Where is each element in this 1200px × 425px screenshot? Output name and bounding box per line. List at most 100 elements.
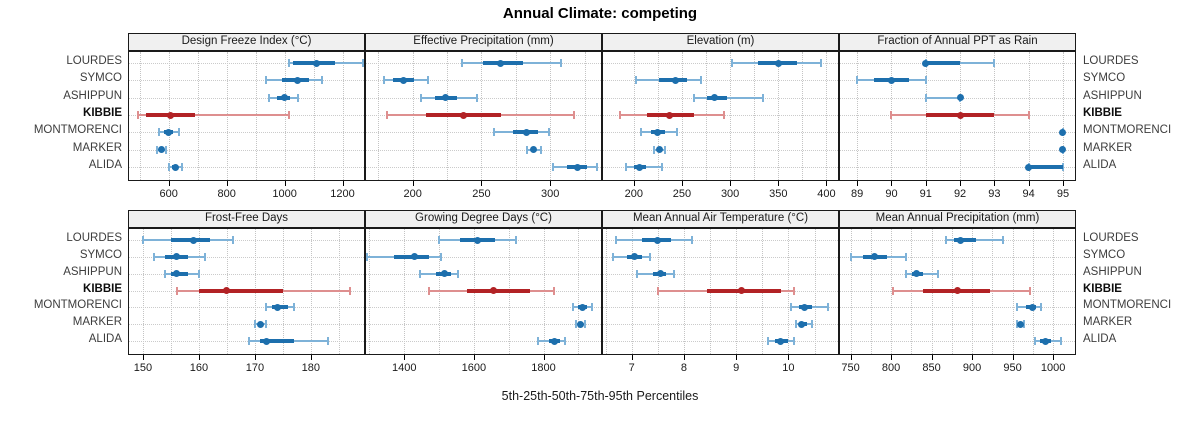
whisker-cap-high-montmorenci — [826, 303, 829, 312]
median-dot-marker — [1059, 146, 1067, 154]
station-label-right-ashippun: ASHIPPUN — [1083, 89, 1142, 102]
median-dot-montmorenci — [165, 128, 173, 136]
axis-tick-label: 1400 — [392, 362, 417, 374]
grid-line-vertical — [226, 52, 228, 180]
grid-line-horizontal — [366, 80, 601, 82]
grid-line-vertical — [631, 229, 633, 354]
grid-line-horizontal — [603, 240, 838, 241]
axis-tick-label: 8 — [680, 362, 687, 374]
station-label-right-alida: ALIDA — [1083, 159, 1117, 171]
axis-tick-mark — [931, 355, 933, 360]
grid-line-horizontal — [603, 167, 838, 168]
panel-header-mean-annual-air-temperature-c: Mean Annual Air Temperature (°C) — [602, 210, 839, 228]
median-dot-lourdes — [497, 59, 505, 67]
whisker-cap-high-symco — [904, 252, 907, 261]
station-label-left-alida: ALIDA — [88, 333, 122, 345]
station-label-right-montmorenci: MONTMORENCI — [1083, 124, 1172, 137]
whisker-cap-high-marker — [265, 320, 268, 329]
whisker-cap-high-alida — [595, 163, 598, 171]
axis-tick-mark — [891, 181, 893, 186]
whisker-cap-low-marker — [795, 320, 798, 329]
grid-line-vertical — [584, 52, 586, 180]
axis-tick-mark — [481, 181, 483, 186]
axis-tick-mark — [826, 181, 828, 186]
grid-line-horizontal — [129, 97, 364, 99]
whisker-cap-high-lourdes — [690, 236, 693, 244]
grid-line-horizontal — [603, 324, 838, 326]
median-dot-ashippun — [442, 94, 450, 102]
median-dot-marker — [1017, 320, 1025, 328]
grid-line-vertical — [683, 229, 685, 354]
panel-header-mean-annual-precipitation-mm: Mean Annual Precipitation (mm) — [839, 210, 1076, 228]
grid-line-vertical — [197, 52, 199, 180]
grid-line-vertical — [1062, 52, 1064, 180]
whisker-cap-low-kibbie — [891, 286, 894, 295]
station-label-right-symco: SYMCO — [1083, 72, 1126, 85]
whisker-cap-high-ashippun — [672, 269, 675, 278]
axis-tick-label: 89 — [851, 188, 864, 200]
axis-tick-label: 180 — [301, 362, 321, 374]
axis-tick-mark — [198, 355, 200, 360]
grid-line-vertical — [857, 52, 859, 180]
whisker-cap-low-lourdes — [141, 236, 144, 244]
axis-tick-label: 850 — [922, 362, 941, 374]
whisker-cap-low-alida — [766, 337, 769, 345]
grid-line-vertical — [310, 229, 312, 354]
median-dot-montmorenci — [523, 128, 531, 136]
grid-line-horizontal — [366, 324, 601, 326]
whisker-cap-low-marker — [156, 145, 159, 154]
figure-title: Annual Climate: competing — [502, 5, 698, 22]
grid-line-vertical — [543, 229, 545, 354]
axis-tick-label: 250 — [472, 188, 491, 200]
whisker-cap-low-montmorenci — [1015, 303, 1018, 312]
station-label-left-marker: MARKER — [72, 316, 122, 329]
median-dot-kibbie — [954, 287, 961, 294]
median-dot-ashippun — [656, 270, 664, 278]
grid-line-horizontal — [129, 240, 364, 241]
whisker-cap-high-lourdes — [993, 59, 996, 67]
axis-tick-mark — [633, 181, 635, 186]
axis-tick-label: 750 — [841, 362, 860, 374]
median-dot-lourdes — [922, 59, 930, 67]
median-dot-kibbie — [737, 287, 745, 294]
whisker-cap-high-ashippun — [296, 93, 299, 102]
whisker-cap-low-ashippun — [419, 93, 422, 102]
grid-line-horizontal — [603, 132, 838, 134]
whisker-cap-low-montmorenci — [265, 303, 268, 312]
grid-line-vertical — [439, 229, 441, 354]
grid-line-horizontal — [366, 132, 601, 134]
whisker-cap-low-ashippun — [693, 93, 696, 102]
iqr-segment-kibbie — [198, 288, 283, 293]
whisker-cap-high-alida — [660, 163, 663, 171]
station-label-left-lourdes: LOURDES — [66, 55, 122, 67]
axis-tick-mark — [1012, 355, 1014, 360]
axis-tick-mark — [1028, 181, 1030, 186]
iqr-segment-alida — [260, 339, 295, 343]
iqr-segment-lourdes — [954, 238, 977, 242]
grid-line-horizontal — [603, 273, 838, 275]
whisker-cap-high-marker — [539, 145, 542, 154]
median-dot-montmorenci — [273, 303, 281, 311]
whisker-cap-high-ashippun — [761, 93, 764, 102]
median-dot-symco — [411, 253, 419, 261]
grid-line-vertical — [342, 52, 344, 180]
axis-tick-mark — [342, 181, 344, 186]
station-label-left-symco: SYMCO — [79, 248, 122, 261]
grid-line-vertical — [814, 229, 816, 354]
grid-line-vertical — [911, 229, 913, 354]
whisker-cap-high-marker — [810, 320, 813, 329]
whisker-cap-high-kibbie — [723, 111, 726, 119]
grid-line-horizontal — [603, 80, 838, 82]
whisker-cap-high-montmorenci — [547, 128, 550, 137]
median-dot-lourdes — [774, 59, 782, 67]
panel-plot-effective-precipitation-mm — [365, 51, 602, 181]
median-dot-alida — [262, 337, 270, 345]
axis-tick-label: 200 — [624, 188, 643, 200]
whisker-cap-high-alida — [564, 337, 567, 345]
axis-tick-mark — [736, 355, 738, 360]
axis-tick-mark — [284, 181, 286, 186]
station-label-right-alida: ALIDA — [1083, 333, 1117, 345]
median-dot-marker — [576, 320, 584, 328]
whisker-cap-low-ashippun — [164, 269, 167, 278]
whisker-cap-low-symco — [856, 76, 859, 85]
